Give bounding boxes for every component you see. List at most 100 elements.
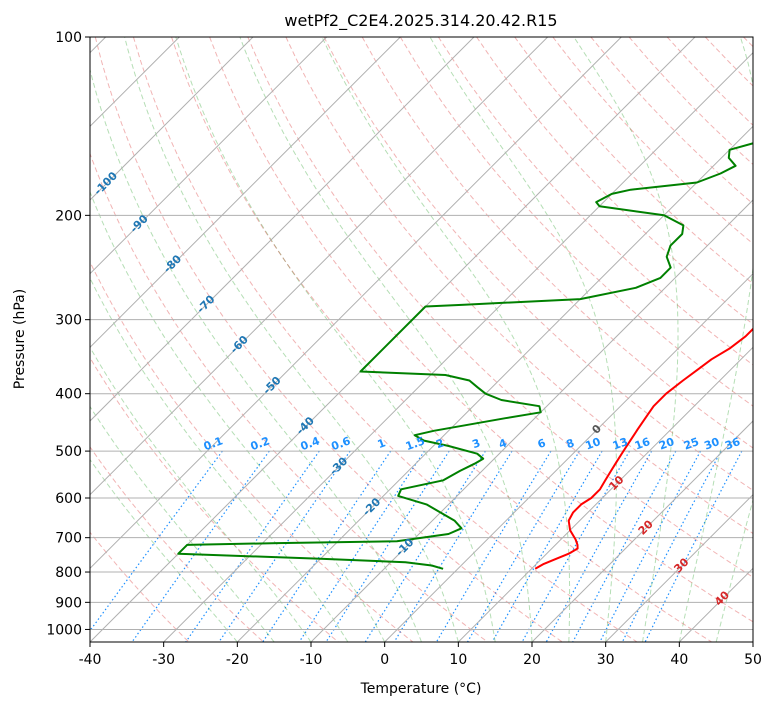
dry-adiabat-line xyxy=(590,37,753,205)
isotherm-line xyxy=(531,420,753,642)
mixing-ratio-label: 16 xyxy=(633,435,652,453)
mixing-ratio-line xyxy=(185,450,320,642)
mixing-ratio-line xyxy=(545,450,653,642)
moist-adiabat-line xyxy=(678,37,753,642)
dry-adiabat-line xyxy=(132,37,638,642)
mixing-ratio-label: 0.4 xyxy=(299,434,322,453)
dewpoint-profile xyxy=(177,142,753,570)
y-axis-label: Pressure (hPa) xyxy=(12,289,28,389)
plot-frame xyxy=(89,36,754,643)
mixing-ratio-line xyxy=(435,450,552,642)
dry-adiabat-line xyxy=(437,37,753,366)
moist-adiabat-line xyxy=(573,37,679,642)
mixing-ratio-line xyxy=(621,450,722,642)
moist-adiabat-line xyxy=(321,37,571,642)
mixing-ratio-line xyxy=(644,450,743,642)
moist-adiabat-line xyxy=(90,346,312,642)
isotherm-line xyxy=(163,51,753,642)
y-tick-label: 200 xyxy=(55,208,82,224)
isotherm-label: -80 xyxy=(161,252,184,275)
moist-adiabat-line xyxy=(90,277,349,642)
mixing-ratio-line xyxy=(262,450,392,642)
x-tick-label: 10 xyxy=(449,652,467,668)
isotherm-line xyxy=(236,125,753,642)
dry-adiabats xyxy=(90,37,753,642)
moist-adiabat-line xyxy=(90,405,275,642)
y-tick-label: 1000 xyxy=(46,622,82,638)
y-axis-ticks: 100 200 300 400 500 600 700 800 900 1000 xyxy=(46,30,90,638)
mixing-ratio-label: 0.6 xyxy=(330,434,353,453)
mixing-ratio-line xyxy=(218,450,351,642)
y-tick-label: 300 xyxy=(55,313,82,329)
mixing-ratio-line xyxy=(491,450,603,642)
moist-adiabat-line xyxy=(175,37,496,642)
dry-adiabat-line xyxy=(90,260,414,642)
moist-adiabat-line xyxy=(124,37,459,642)
dry-adiabat-line xyxy=(514,37,753,285)
dry-adiabat-line xyxy=(90,356,339,642)
isotherm-line xyxy=(90,37,401,349)
moist-adiabat-line xyxy=(90,458,238,642)
dry-adiabat-line xyxy=(90,152,488,642)
mixing-ratio-label: 8 xyxy=(564,436,576,451)
x-tick-label: 20 xyxy=(523,652,541,668)
mixing-ratio-label: 1.5 xyxy=(404,434,427,453)
mixing-ratio-label: 36 xyxy=(723,435,742,453)
dry-adiabat-line xyxy=(399,37,753,407)
moist-adiabat-line xyxy=(715,498,753,642)
isotherm-label: -40 xyxy=(294,414,317,437)
moist-adiabat-line xyxy=(90,190,386,642)
isotherm-line xyxy=(90,37,475,422)
mixing-ratio-label: 30 xyxy=(702,435,721,453)
mixing-ratio-label: 0.1 xyxy=(202,434,225,453)
dry-adiabat-line xyxy=(476,37,753,325)
x-tick-label: -40 xyxy=(79,652,102,668)
mixing-ratio-line xyxy=(521,450,631,642)
x-tick-label: -10 xyxy=(300,652,323,668)
mixing-ratio-label: 0.2 xyxy=(249,434,272,453)
y-tick-label: 500 xyxy=(55,444,82,460)
isotherm-label: -70 xyxy=(194,292,217,315)
dry-adiabat-line xyxy=(285,37,753,535)
mixing-ratio-lines xyxy=(90,450,743,642)
sounding-series xyxy=(177,142,753,570)
mixing-ratio-label: 25 xyxy=(682,435,701,452)
dry-adiabat-line xyxy=(90,531,190,642)
x-tick-label: 40 xyxy=(670,652,688,668)
x-tick-label: -20 xyxy=(226,652,249,668)
dry-adiabat-line xyxy=(323,37,753,491)
mixing-ratio-label: 4 xyxy=(497,436,509,451)
plot-area: 0.1 0.2 0.4 0.6 1 1.5 2 3 4 6 8 10 13 16 20 25 30 36-100-… xyxy=(90,37,753,642)
mixing-ratio-line xyxy=(599,450,702,642)
isotherm-line xyxy=(90,37,622,570)
dry-adiabat-line xyxy=(94,37,563,642)
isotherm-line xyxy=(90,37,328,275)
isotherm-grid xyxy=(90,37,753,642)
mixing-ratio-line xyxy=(298,450,425,642)
dry-adiabat-line xyxy=(90,446,264,642)
mixing-ratio-line xyxy=(466,450,580,642)
moist-adiabat-line xyxy=(429,37,617,642)
chart-title: wetPf2_C2E4.2025.314.20.42.R15 xyxy=(284,11,557,31)
isotherm-line xyxy=(90,37,254,201)
mixing-ratio-label: 10 xyxy=(584,435,603,453)
x-axis-ticks: -40 -30 -20 -10 0 10 20 30 40 50 xyxy=(79,642,762,668)
dry-adiabat-line xyxy=(666,37,753,126)
mixing-ratio-line xyxy=(131,450,270,642)
temperature-profile xyxy=(534,327,753,570)
mixing-ratio-label: 1 xyxy=(376,436,388,451)
dry-adiabat-line xyxy=(247,37,753,578)
dry-adiabat-line xyxy=(171,37,712,642)
y-tick-label: 800 xyxy=(55,565,82,581)
y-tick-label: 600 xyxy=(55,491,82,507)
mixing-ratio-label: 3 xyxy=(470,436,482,451)
mixing-ratio-line xyxy=(572,450,677,642)
mixing-ratio-label: 20 xyxy=(657,435,676,453)
y-tick-label: 700 xyxy=(55,531,82,547)
x-axis-label: Temperature (°C) xyxy=(360,681,482,697)
x-tick-label: 30 xyxy=(597,652,615,668)
mixing-ratio-line xyxy=(325,450,450,642)
x-tick-label: 0 xyxy=(380,652,389,668)
isotherm-line xyxy=(310,199,753,642)
